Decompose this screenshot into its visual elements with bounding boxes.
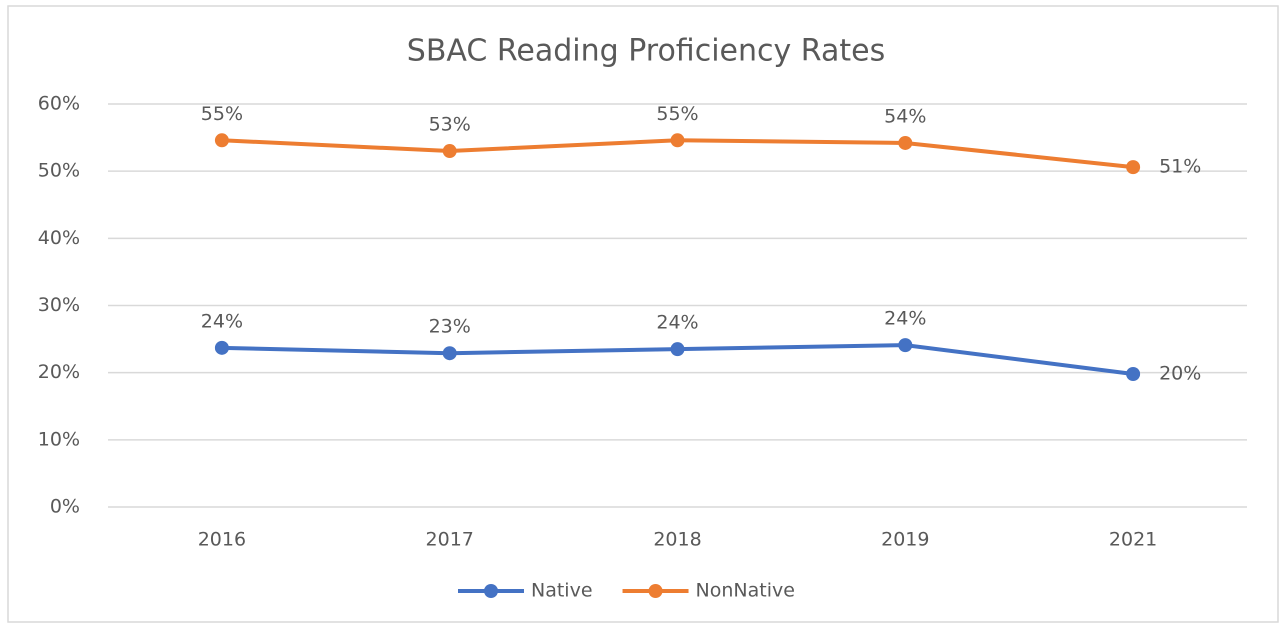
point [442, 346, 457, 361]
chart-title: SBAC Reading Proficiency Rates [407, 34, 885, 69]
data-label: 51% [1159, 156, 1201, 178]
y-tick-label: 20% [38, 361, 80, 383]
x-tick-label: 2017 [426, 529, 474, 551]
y-tick-label: 50% [38, 160, 80, 182]
data-label: 55% [201, 103, 243, 125]
point [214, 340, 229, 355]
y-tick-label: 30% [38, 294, 80, 316]
x-tick-label: 2021 [1109, 529, 1157, 551]
chart-frame [7, 5, 1279, 623]
point [1126, 160, 1141, 175]
point [898, 135, 913, 150]
point [442, 144, 457, 159]
point [898, 338, 913, 353]
point [1126, 367, 1141, 382]
data-label: 20% [1159, 363, 1201, 385]
y-tick-label: 40% [38, 227, 80, 249]
data-label: 55% [656, 103, 698, 125]
data-label: 24% [884, 308, 926, 330]
legend-label: NonNative [696, 580, 795, 602]
y-tick-label: 10% [38, 428, 80, 450]
data-label: 23% [429, 316, 471, 338]
x-tick-label: 2018 [653, 529, 701, 551]
point [670, 342, 685, 357]
data-label: 24% [201, 310, 243, 332]
legend-marker [648, 584, 663, 598]
legend-marker [484, 584, 498, 598]
y-tick-label: 60% [38, 93, 80, 115]
data-label: 54% [884, 105, 926, 127]
y-tick-label: 0% [50, 496, 80, 518]
x-tick-label: 2019 [881, 529, 929, 551]
point [670, 133, 685, 148]
data-label: 24% [656, 312, 698, 334]
data-label: 53% [429, 114, 471, 136]
legend-label: Native [531, 580, 593, 602]
x-tick-label: 2016 [198, 529, 246, 551]
point [214, 133, 229, 148]
